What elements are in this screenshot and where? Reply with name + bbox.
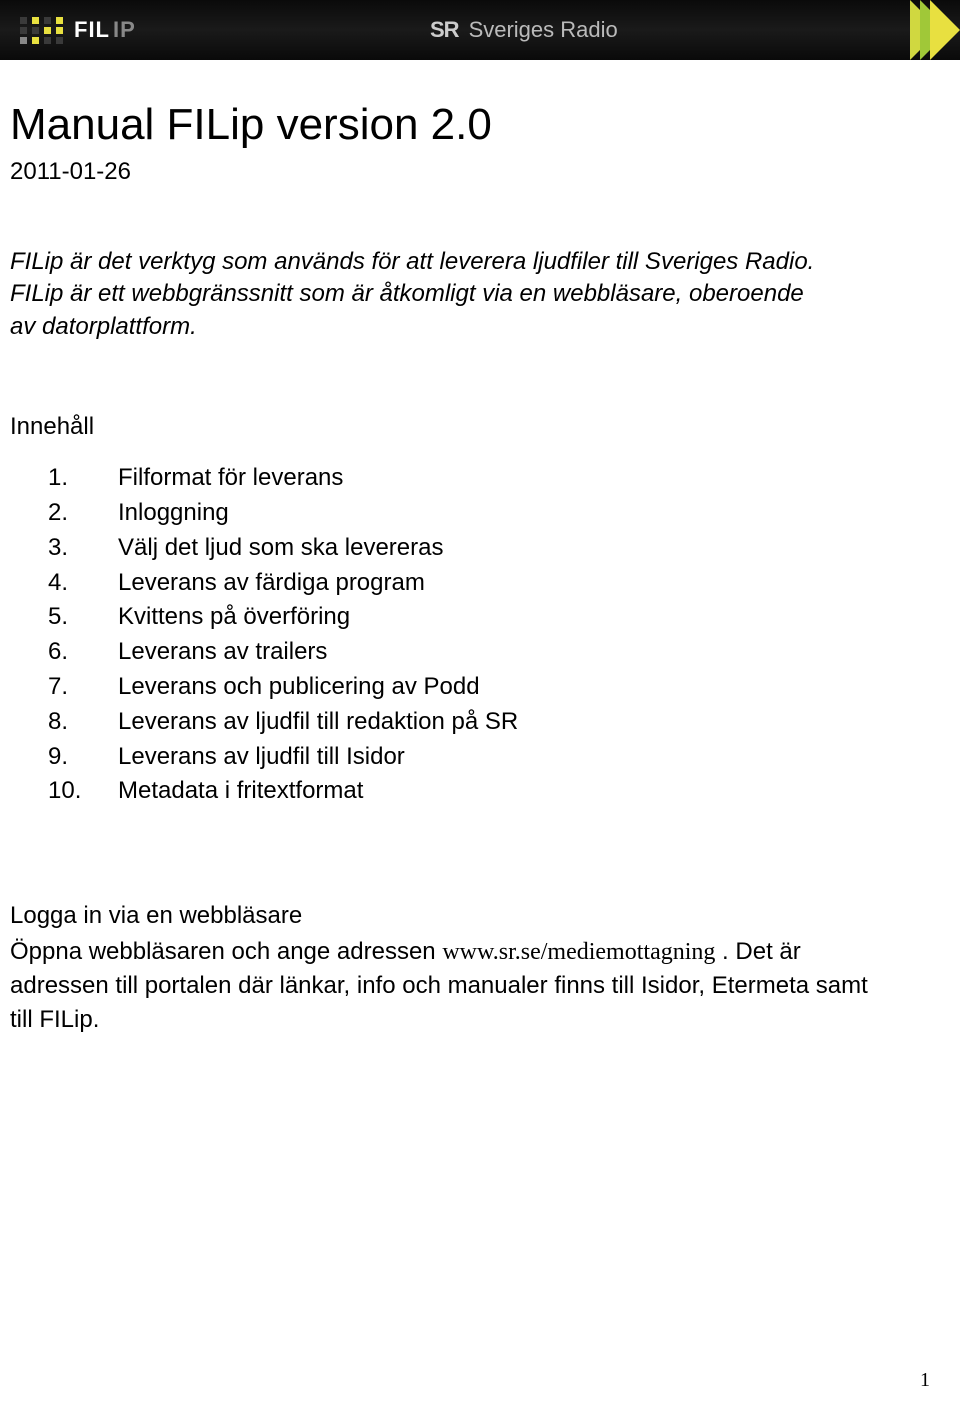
toc-item: 3.Välj det ljud som ska levereras: [48, 531, 950, 566]
login-section: Logga in via en webbläsare Öppna webbläs…: [10, 899, 870, 1036]
logo-text-main: FIL: [74, 17, 110, 43]
table-of-contents: 1.Filformat för leverans 2.Inloggning 3.…: [48, 461, 950, 809]
login-heading: Logga in via en webbläsare: [10, 899, 870, 933]
sr-mark: SR: [430, 17, 459, 43]
logo-text-sub: IP: [113, 17, 136, 43]
page-number: 1: [920, 1369, 930, 1392]
intro-paragraph: FILip är det verktyg som används för att…: [10, 246, 830, 343]
toc-item: 2.Inloggning: [48, 496, 950, 531]
login-body: Öppna webbläsaren och ange adressen www.…: [10, 935, 870, 1037]
toc-item: 10.Metadata i fritextformat: [48, 774, 950, 809]
toc-item: 1.Filformat för leverans: [48, 461, 950, 496]
page-title: Manual FILip version 2.0: [10, 100, 950, 150]
toc-item: 6.Leverans av trailers: [48, 635, 950, 670]
login-url: www.sr.se/mediemottagning: [442, 939, 715, 965]
sr-text: Sveriges Radio: [469, 17, 618, 43]
page-content: Manual FILip version 2.0 2011-01-26 FILi…: [0, 60, 960, 1037]
toc-item: 9.Leverans av ljudfil till Isidor: [48, 740, 950, 775]
toc-item: 4.Leverans av färdiga program: [48, 566, 950, 601]
header-banner: FIL IP SR Sveriges Radio: [0, 0, 960, 60]
toc-item: 8.Leverans av ljudfil till redaktion på …: [48, 705, 950, 740]
toc-heading: Innehåll: [10, 413, 950, 441]
filip-logo: FIL IP: [20, 17, 136, 44]
document-date: 2011-01-26: [10, 158, 950, 186]
toc-item: 5.Kvittens på överföring: [48, 600, 950, 635]
sr-logo: SR Sveriges Radio: [430, 17, 618, 43]
toc-item: 7.Leverans och publicering av Podd: [48, 670, 950, 705]
chevron-decoration: [930, 0, 960, 60]
